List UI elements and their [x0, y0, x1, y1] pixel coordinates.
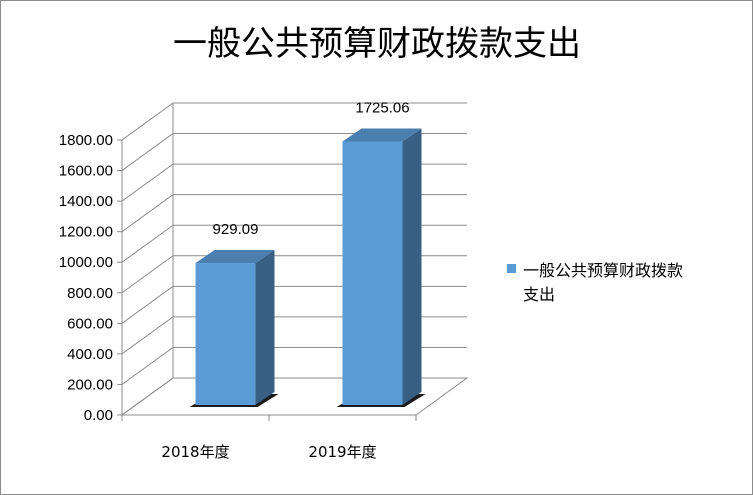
y-tick-label: 1800.00 [59, 132, 113, 149]
legend-label-line: 支出 [523, 285, 555, 304]
gridline-side [121, 377, 174, 416]
bar-top-face [342, 128, 422, 142]
gridline-side [121, 163, 174, 202]
legend-label: 一般公共预算财政拨款支出 [523, 261, 683, 304]
y-tick-label: 200.00 [67, 376, 113, 393]
x-category-label: 2019年度 [308, 443, 376, 461]
y-tick-label: 1400.00 [59, 193, 113, 210]
gridline-side [121, 347, 174, 385]
bar-top-face [195, 250, 275, 264]
gridline-side [121, 285, 174, 324]
y-axis-ticks: 0.00 200.00 400.00 600.00 800.00 1000.00 1200.… [59, 132, 417, 424]
gridline-side [121, 316, 174, 355]
bar [189, 250, 279, 407]
gridline-side [121, 133, 174, 171]
chart-title: 一般公共预算财政拨款支出 [173, 24, 581, 64]
x-category-label: 2018年度 [161, 443, 229, 461]
data-labels: 929.09 1725.06 [213, 99, 410, 238]
y-tick-label: 800.00 [67, 285, 113, 302]
bar-front-face [195, 263, 256, 405]
y-tick-label: 0.00 [84, 407, 113, 424]
data-label: 1725.06 [355, 99, 409, 116]
gridline-side [121, 224, 174, 263]
y-tick-label: 400.00 [67, 346, 113, 363]
gridline-side [121, 102, 174, 141]
legend: 一般公共预算财政拨款支出 [507, 261, 683, 304]
bar-side-face [402, 128, 422, 405]
y-tick-label: 1600.00 [59, 163, 113, 180]
y-tick-label: 1000.00 [59, 254, 113, 271]
gridline-side [121, 255, 174, 294]
bar-side-face [255, 250, 275, 405]
gridline-side [121, 194, 174, 233]
x-axis-categories: 2018年度 2019年度 [161, 443, 376, 461]
legend-swatch [507, 264, 516, 273]
data-label: 929.09 [213, 221, 259, 238]
bar-front-face [342, 141, 403, 406]
legend-label-line: 一般公共预算财政拨款 [523, 261, 683, 280]
y-tick-label: 600.00 [67, 315, 113, 332]
bar [336, 128, 426, 407]
bar-series [189, 128, 426, 407]
y-tick-label: 1200.00 [59, 224, 113, 241]
